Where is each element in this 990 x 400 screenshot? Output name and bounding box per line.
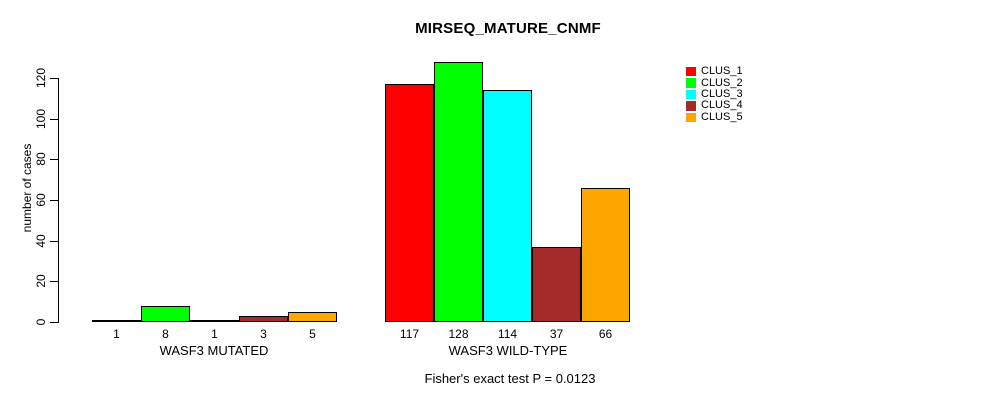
legend-swatch — [686, 112, 696, 122]
bar-value-label: 117 — [399, 327, 420, 341]
legend-label: CLUS_1 — [701, 65, 743, 78]
legend-item-clus_4: CLUS_4 — [686, 100, 743, 111]
y-tick-mark — [50, 241, 58, 242]
y-tick-mark — [50, 281, 58, 282]
legend-swatch — [686, 78, 696, 88]
bar-clus_1 — [385, 84, 434, 322]
y-tick-label: 80 — [34, 152, 48, 166]
y-tick-label: 20 — [34, 274, 48, 288]
bar-clus_2 — [434, 62, 483, 322]
legend-label: CLUS_5 — [701, 110, 743, 123]
y-tick-mark — [50, 78, 58, 79]
y-axis-label: number of cases — [20, 143, 34, 233]
bar-clus_4 — [239, 316, 288, 322]
bar-clus_5 — [581, 188, 630, 322]
y-tick-mark — [50, 159, 58, 160]
y-tick-label: 100 — [34, 108, 48, 130]
bar-value-label: 114 — [497, 327, 518, 341]
y-tick-label: 0 — [34, 318, 48, 326]
bar-value-label: 3 — [260, 327, 267, 341]
legend-label: CLUS_4 — [701, 99, 743, 112]
legend-swatch — [686, 101, 696, 111]
legend-item-clus_3: CLUS_3 — [686, 87, 743, 100]
y-tick-mark — [50, 322, 58, 323]
y-tick-label: 40 — [34, 234, 48, 248]
bar-value-label: 1 — [113, 327, 120, 341]
legend-item-clus_1: CLUS_1 — [686, 66, 743, 77]
bar-clus_1 — [92, 320, 141, 322]
bar-clus_3 — [190, 320, 239, 322]
bar-clus_2 — [141, 306, 190, 322]
group-label-wasf3-mutated: WASF3 MUTATED — [159, 343, 269, 358]
legend-item-clus_2: CLUS_2 — [686, 77, 743, 88]
bar-clus_5 — [288, 312, 337, 322]
bar-value-label: 8 — [162, 327, 169, 341]
y-tick-mark — [50, 119, 58, 120]
y-tick-label: 60 — [34, 193, 48, 207]
fishers-test-annotation: Fisher's exact test P = 0.0123 — [424, 371, 596, 386]
bar-clus_3 — [483, 90, 532, 322]
bar-clus_4 — [532, 247, 581, 322]
group-label-wasf3-wild-type: WASF3 WILD-TYPE — [448, 343, 568, 358]
y-tick-label: 120 — [34, 67, 48, 89]
bar-value-label: 37 — [549, 327, 564, 341]
chart-title: MIRSEQ_MATURE_CNMF — [415, 20, 601, 37]
legend-label: CLUS_3 — [701, 87, 743, 100]
bar-value-label: 128 — [448, 327, 469, 341]
bar-value-label: 5 — [309, 327, 316, 341]
legend: CLUS_1 CLUS_2 CLUS_3 CLUS_4 CLUS_5 — [686, 66, 743, 123]
legend-swatch — [686, 66, 696, 77]
y-tick-mark — [50, 200, 58, 201]
bar-value-label: 1 — [211, 327, 218, 341]
y-axis-line — [58, 78, 59, 323]
bar-value-label: 66 — [598, 327, 613, 341]
legend-item-clus_5: CLUS_5 — [686, 110, 743, 123]
legend-swatch — [686, 89, 696, 100]
legend-label: CLUS_2 — [701, 76, 743, 89]
